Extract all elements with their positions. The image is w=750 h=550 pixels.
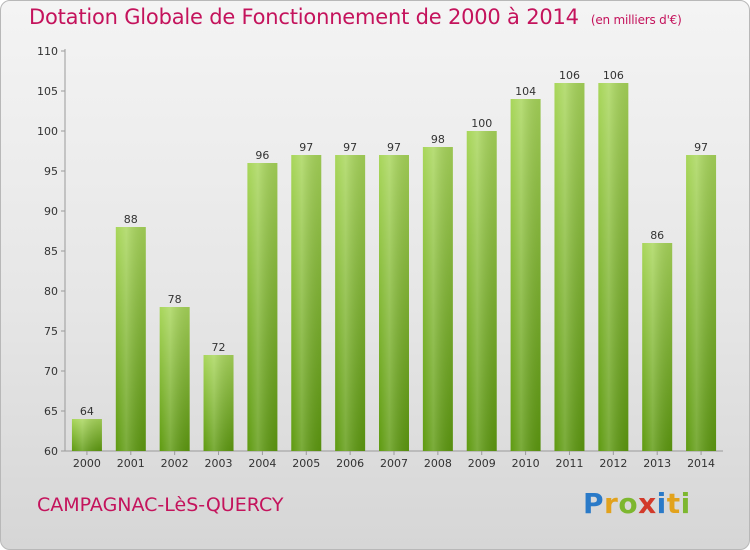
- bar-highlight: [247, 163, 278, 451]
- y-tick-label: 85: [44, 245, 58, 258]
- bar-highlight: [203, 355, 234, 451]
- data-label: 64: [80, 405, 94, 418]
- bar-highlight: [115, 227, 146, 451]
- x-tick-label: 2003: [205, 457, 233, 470]
- logo-letter: i: [680, 487, 691, 520]
- data-label: 106: [603, 69, 624, 82]
- bar-highlight: [466, 131, 497, 451]
- bar-highlight: [335, 155, 366, 451]
- logo-letter: t: [666, 487, 681, 520]
- bar-highlight: [598, 83, 629, 451]
- y-tick-label: 110: [37, 45, 58, 58]
- x-tick-label: 2014: [687, 457, 715, 470]
- data-label: 97: [343, 141, 357, 154]
- chart-title: Dotation Globale de Fonctionnement de 20…: [29, 5, 682, 29]
- data-label: 104: [515, 85, 536, 98]
- bar-highlight: [159, 307, 190, 451]
- bar-highlight: [686, 155, 717, 451]
- bar-highlight: [379, 155, 409, 451]
- data-label: 88: [124, 213, 138, 226]
- y-tick-label: 90: [44, 205, 58, 218]
- x-tick-label: 2008: [424, 457, 452, 470]
- bar-highlight: [554, 83, 585, 451]
- logo-letter: i: [656, 487, 667, 520]
- logo-letter: x: [638, 487, 657, 520]
- data-label: 98: [431, 133, 445, 146]
- proxiti-logo: Proxiti: [583, 487, 691, 520]
- data-label: 97: [387, 141, 401, 154]
- x-tick-label: 2004: [248, 457, 276, 470]
- data-label: 96: [255, 149, 269, 162]
- data-label: 97: [694, 141, 708, 154]
- bar-highlight: [422, 147, 453, 451]
- data-label: 97: [299, 141, 313, 154]
- data-label: 78: [168, 293, 182, 306]
- bar-highlight: [71, 419, 102, 451]
- y-tick-label: 60: [44, 445, 58, 458]
- logo-letter: r: [604, 487, 619, 520]
- x-tick-label: 2001: [117, 457, 145, 470]
- x-tick-label: 2013: [643, 457, 671, 470]
- y-tick-label: 95: [44, 165, 58, 178]
- chart-title-text: Dotation Globale de Fonctionnement de 20…: [29, 5, 579, 29]
- y-tick-label: 75: [44, 325, 58, 338]
- y-tick-label: 70: [44, 365, 58, 378]
- x-tick-label: 2012: [599, 457, 627, 470]
- y-tick-label: 100: [37, 125, 58, 138]
- x-tick-label: 2009: [468, 457, 496, 470]
- bar-highlight: [510, 99, 541, 451]
- chart-subtitle: (en milliers d'€): [590, 13, 682, 27]
- bar-highlight: [642, 243, 673, 451]
- bar-highlight: [291, 155, 322, 451]
- logo-letter: P: [583, 487, 605, 520]
- x-tick-label: 2010: [512, 457, 540, 470]
- data-label: 72: [212, 341, 226, 354]
- data-label: 100: [471, 117, 492, 130]
- commune-name: CAMPAGNAC-LèS-QUERCY: [37, 494, 284, 516]
- x-tick-label: 2002: [161, 457, 189, 470]
- logo-letter: o: [618, 487, 639, 520]
- x-tick-label: 2005: [292, 457, 320, 470]
- x-tick-label: 2006: [336, 457, 364, 470]
- data-label: 106: [559, 69, 580, 82]
- y-tick-label: 65: [44, 405, 58, 418]
- x-tick-label: 2000: [73, 457, 101, 470]
- x-tick-label: 2007: [380, 457, 408, 470]
- data-label: 86: [650, 229, 664, 242]
- y-tick-label: 105: [37, 85, 58, 98]
- x-tick-label: 2011: [555, 457, 583, 470]
- y-tick-label: 80: [44, 285, 58, 298]
